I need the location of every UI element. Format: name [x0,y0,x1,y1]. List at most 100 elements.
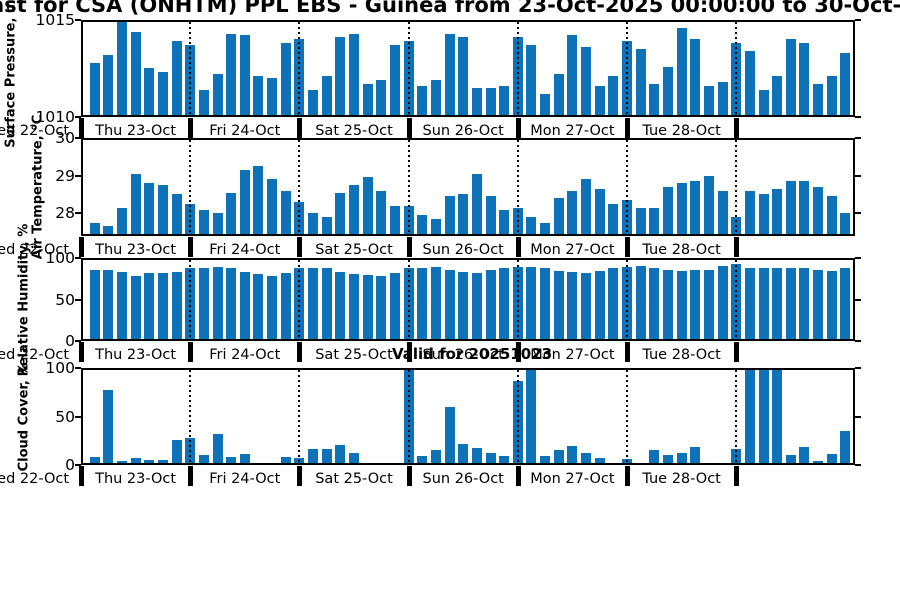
day-tick-mark [188,342,194,362]
bar [212,213,223,234]
day-separator-line [298,22,301,115]
y-tick-label: 50 [55,290,75,309]
bar [744,190,755,234]
bar [335,271,346,339]
bar [499,456,510,463]
day-tick-mark [734,342,740,362]
bar [157,460,168,463]
day-label: Sat 25-Oct [315,242,393,258]
y-tick-mark [75,19,81,21]
bar [253,274,264,339]
bar [144,183,155,234]
day-separator-line [189,370,192,463]
bar [690,181,701,234]
day-tick-mark [625,237,630,257]
bar [171,41,182,115]
day-tick-mark [625,342,630,362]
bar [567,190,578,234]
bar [471,272,482,339]
day-separator-line [189,140,192,234]
day-tick-mark [297,466,303,486]
day-tick-mark [406,342,412,362]
day-separator-line [407,370,410,463]
y-tick-label: 0 [65,456,75,474]
bar [840,213,851,234]
bar [567,445,578,463]
day-tick-mark [625,118,630,138]
bar [799,181,810,234]
bar [239,169,250,234]
y-tick-mark [855,415,861,418]
bar [471,173,482,234]
bar [239,35,250,115]
y-tick-label: 0 [65,332,75,350]
y-tick-mark [75,415,81,418]
day-tick-mark [297,118,303,138]
bar [103,54,114,115]
temperature-plot-area [81,138,855,236]
bar [813,186,824,234]
bar [226,192,237,234]
day-tick-mark [188,466,194,486]
bar [267,275,278,339]
bar [553,198,564,234]
day-label: Mon 27-Oct [530,471,615,487]
y-tick-mark [75,340,81,342]
bar [376,275,387,339]
day-tick-mark [188,237,194,257]
day-label: Sun 26-Oct [422,471,504,487]
bar [581,453,592,463]
bar [567,271,578,339]
bar [349,453,359,463]
bar [144,460,155,463]
day-separator-line [516,140,519,234]
day-tick-mark [515,237,521,257]
y-tick-label: 1015 [35,11,75,29]
bar [430,80,441,115]
bar [499,267,510,339]
bar [212,74,223,115]
bar [471,448,482,463]
bar [772,268,783,339]
bar [826,454,837,463]
pressure-plot-area [81,20,855,117]
bar [785,268,796,339]
day-separator-line [407,22,410,115]
bar [458,37,469,115]
bar [758,194,769,234]
bar [267,78,278,115]
bar [799,43,810,115]
bar [239,271,250,339]
bar [417,85,428,115]
bar [116,207,127,234]
bar [198,267,209,339]
y-tick-mark [855,367,861,369]
bar [389,205,400,234]
y-tick-label: 100 [45,359,75,377]
bar [526,370,537,463]
bar [581,47,592,115]
y-tick-mark [855,257,861,259]
day-separator-line [735,370,738,463]
bar [362,83,373,115]
bar [485,87,496,115]
day-tick-mark [625,466,630,486]
bar [540,267,551,339]
bar [758,89,769,115]
bar [226,33,237,115]
bar [758,267,769,339]
bar [471,87,482,115]
bar [444,196,455,234]
bar [499,85,510,115]
day-separator-line [516,22,519,115]
bar [130,458,141,463]
y-tick-label: 50 [55,407,75,426]
day-separator-line [298,260,301,339]
bar [157,185,168,234]
day-label: Sat 25-Oct [315,347,393,363]
day-tick-mark [406,118,412,138]
bar [444,33,455,115]
bar [212,433,223,463]
day-label: Tue 28-Oct [642,347,721,363]
bar [840,52,851,115]
